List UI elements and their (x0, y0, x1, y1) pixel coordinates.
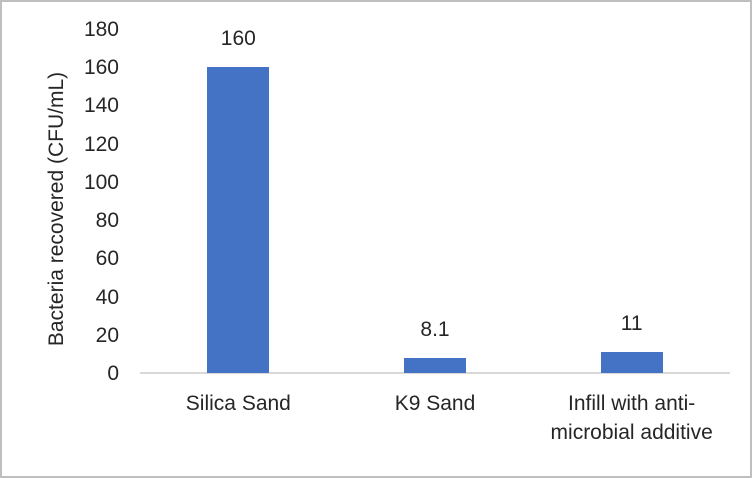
y-tick-label: 120 (83, 132, 119, 156)
y-tick-label: 40 (95, 285, 119, 309)
y-tick-label: 80 (95, 209, 119, 233)
y-tick-label: 0 (107, 362, 119, 385)
y-tick-label: 160 (83, 56, 119, 80)
category-label: Infill with anti-microbial additive (550, 392, 713, 444)
category-label: Silica Sand (185, 392, 291, 415)
bar-2 (404, 357, 466, 373)
bar-1 (207, 67, 270, 373)
data-label: 160 (220, 27, 256, 51)
data-label: 11 (620, 311, 643, 335)
category-label: K9 Sand (394, 392, 476, 415)
bar-3 (600, 351, 663, 373)
y-tick-label: 60 (95, 247, 119, 271)
data-label: 8.1 (420, 317, 450, 341)
y-tick-label: 140 (83, 94, 119, 118)
x-axis-line (140, 372, 730, 374)
y-tick-label: 180 (83, 18, 119, 41)
y-tick-label: 100 (83, 170, 119, 194)
y-tick-label: 20 (95, 323, 119, 347)
